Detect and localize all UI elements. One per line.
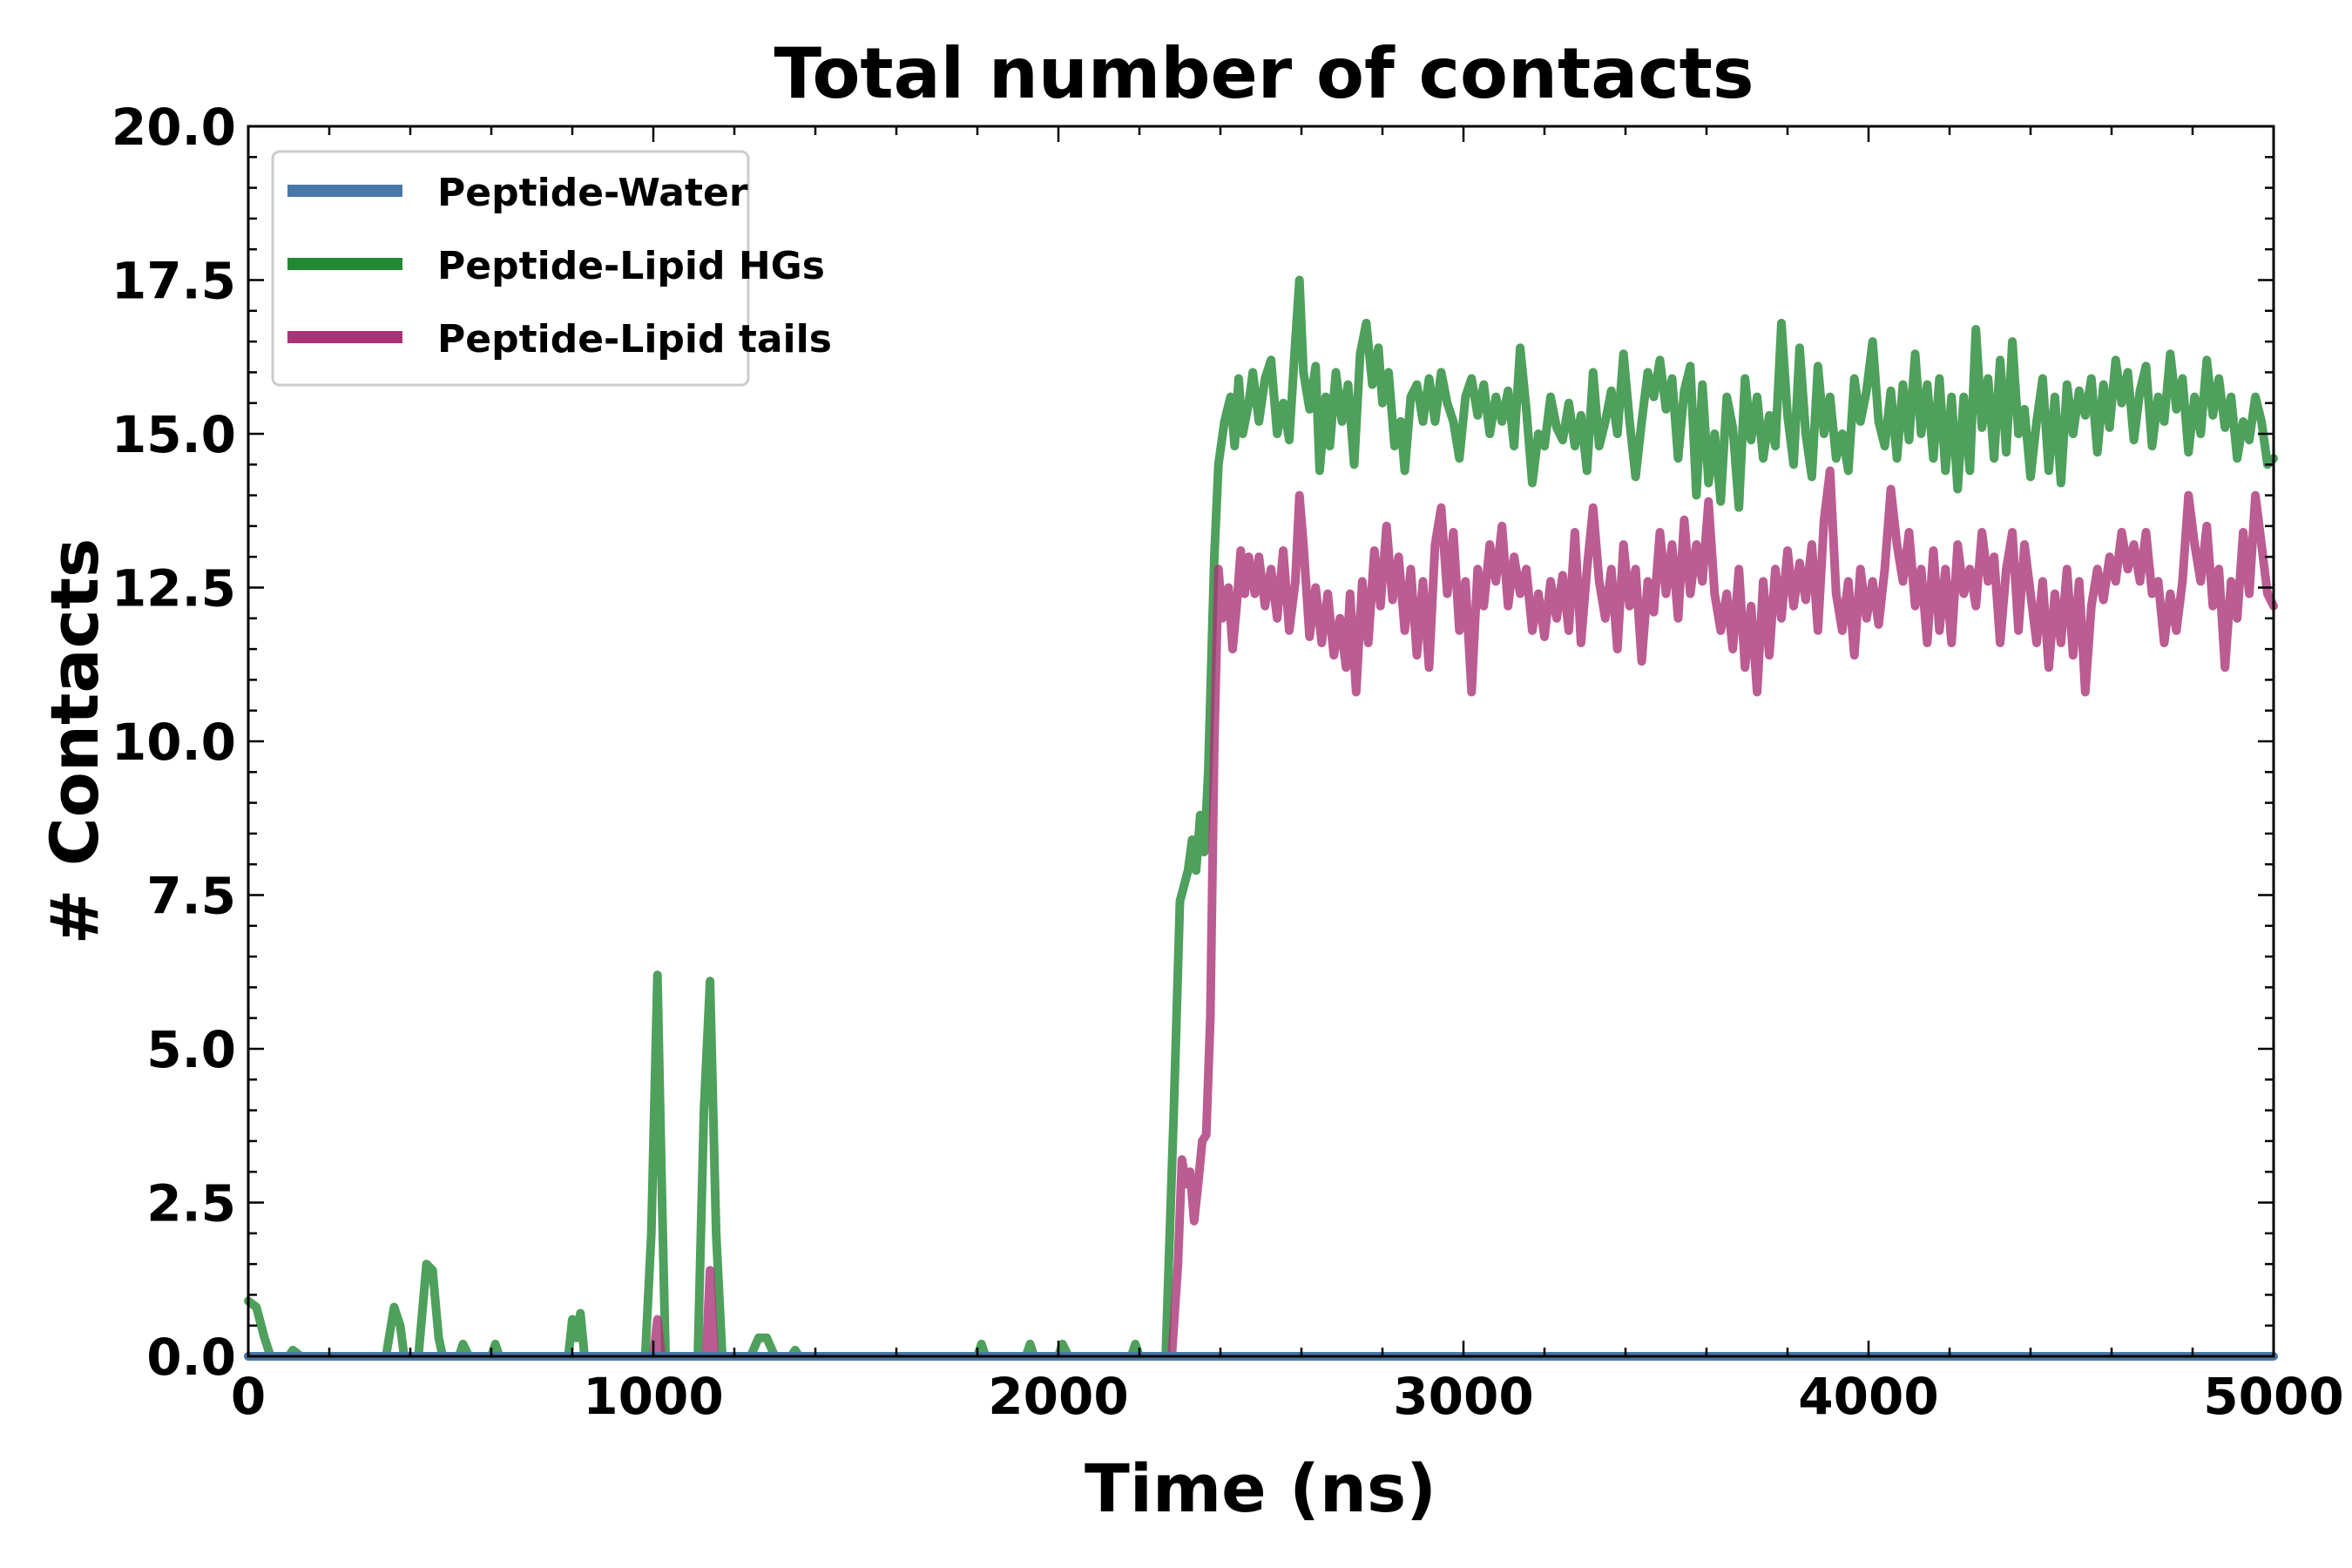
- legend-label-peptide-water: Peptide-Water: [437, 171, 748, 215]
- y-axis-label: # Contacts: [36, 538, 113, 944]
- y-tick-label: 2.5: [146, 1174, 236, 1233]
- x-axis-label: Time (ns): [1085, 1450, 1436, 1527]
- legend-label-peptide-lipid-hgs: Peptide-Lipid HGs: [437, 244, 825, 288]
- legend-label-peptide-lipid-tails: Peptide-Lipid tails: [437, 317, 832, 362]
- x-axis: 0 1000 2000 3000 4000 5000: [231, 126, 2344, 1426]
- y-tick-label: 15.0: [112, 405, 236, 464]
- y-tick-label: 5.0: [146, 1020, 236, 1079]
- x-tick-label: 1000: [583, 1367, 723, 1426]
- x-tick-label: 3000: [1393, 1367, 1533, 1426]
- x-tick-label: 5000: [2203, 1367, 2343, 1426]
- y-tick-label: 17.5: [112, 252, 236, 311]
- legend-box: [271, 150, 750, 387]
- legend: Peptide-Water Peptide-Lipid HGs Peptide-…: [271, 150, 832, 387]
- y-tick-label: 7.5: [146, 867, 236, 926]
- y-tick-label: 20.0: [112, 98, 236, 157]
- y-tick-label: 0.0: [146, 1328, 236, 1387]
- x-tick-label: 4000: [1798, 1367, 1938, 1426]
- y-axis: 0.0 2.5 5.0 7.5 10.0 12.5 15.0 17.5 20.0: [112, 98, 2274, 1387]
- x-tick-label: 0: [231, 1367, 266, 1426]
- chart-title: Total number of contacts: [774, 33, 1754, 114]
- y-tick-label: 12.5: [112, 559, 236, 618]
- series-line-peptide-lipid-tails: [244, 466, 2278, 1361]
- x-tick-label: 2000: [988, 1367, 1128, 1426]
- y-tick-label: 10.0: [112, 713, 236, 772]
